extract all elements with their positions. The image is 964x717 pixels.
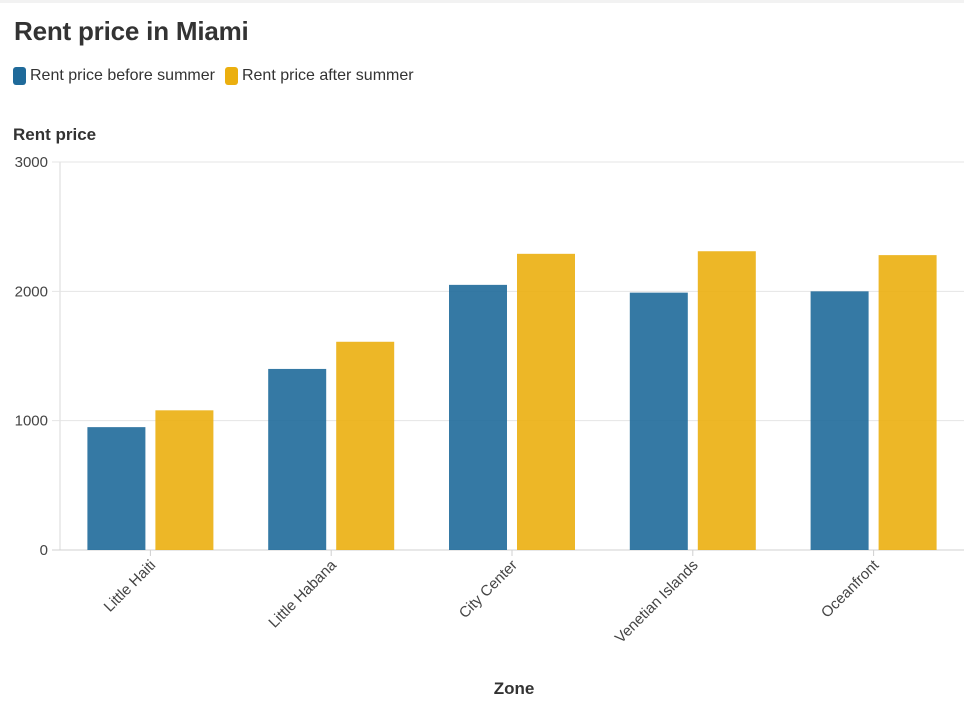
- x-tick-label: Venetian Islands: [612, 557, 702, 647]
- y-axis-title: Rent price: [13, 125, 96, 144]
- x-axis-title: Zone: [494, 679, 535, 698]
- legend-label-before: Rent price before summer: [30, 67, 215, 84]
- chart-title: Rent price in Miami: [14, 16, 249, 46]
- bar-after-oceanfront[interactable]: [878, 255, 937, 550]
- bar-before-little-haiti[interactable]: [87, 427, 146, 550]
- bar-after-city-center[interactable]: [517, 253, 575, 550]
- legend-swatch-before: [13, 67, 26, 85]
- bar-before-city-center[interactable]: [449, 284, 507, 550]
- y-tick-label: 1000: [15, 413, 48, 430]
- bar-before-oceanfront[interactable]: [810, 291, 869, 550]
- legend-item-before[interactable]: Rent price before summer: [13, 67, 215, 85]
- x-tick-label: Little Haiti: [101, 557, 160, 616]
- bar-before-venetian-islands[interactable]: [629, 292, 688, 550]
- x-tick-label: Oceanfront: [818, 556, 883, 621]
- y-tick-label: 0: [40, 542, 48, 559]
- x-axis-ticks: Little Haiti Little Habana City Center Vene…: [101, 550, 883, 647]
- legend-item-after[interactable]: Rent price after summer: [224, 67, 414, 85]
- x-tick-label: Little Habana: [265, 556, 340, 631]
- y-tick-label: 2000: [15, 283, 48, 300]
- y-axis-ticks: 0 1000 2000 3000: [15, 154, 48, 559]
- legend-swatch-after: [224, 67, 238, 85]
- legend-label-after: Rent price after summer: [241, 67, 414, 84]
- bar-after-little-habana[interactable]: [336, 341, 395, 550]
- bar-after-venetian-islands[interactable]: [697, 251, 756, 551]
- bar-before-little-habana[interactable]: [268, 368, 327, 550]
- bar-after-little-haiti[interactable]: [155, 410, 214, 550]
- bars: [87, 251, 937, 551]
- top-border: [0, 0, 964, 3]
- y-tick-label: 3000: [15, 154, 48, 171]
- x-tick-label: City Center: [456, 557, 521, 622]
- legend: Rent price before summer Rent price afte…: [13, 67, 424, 85]
